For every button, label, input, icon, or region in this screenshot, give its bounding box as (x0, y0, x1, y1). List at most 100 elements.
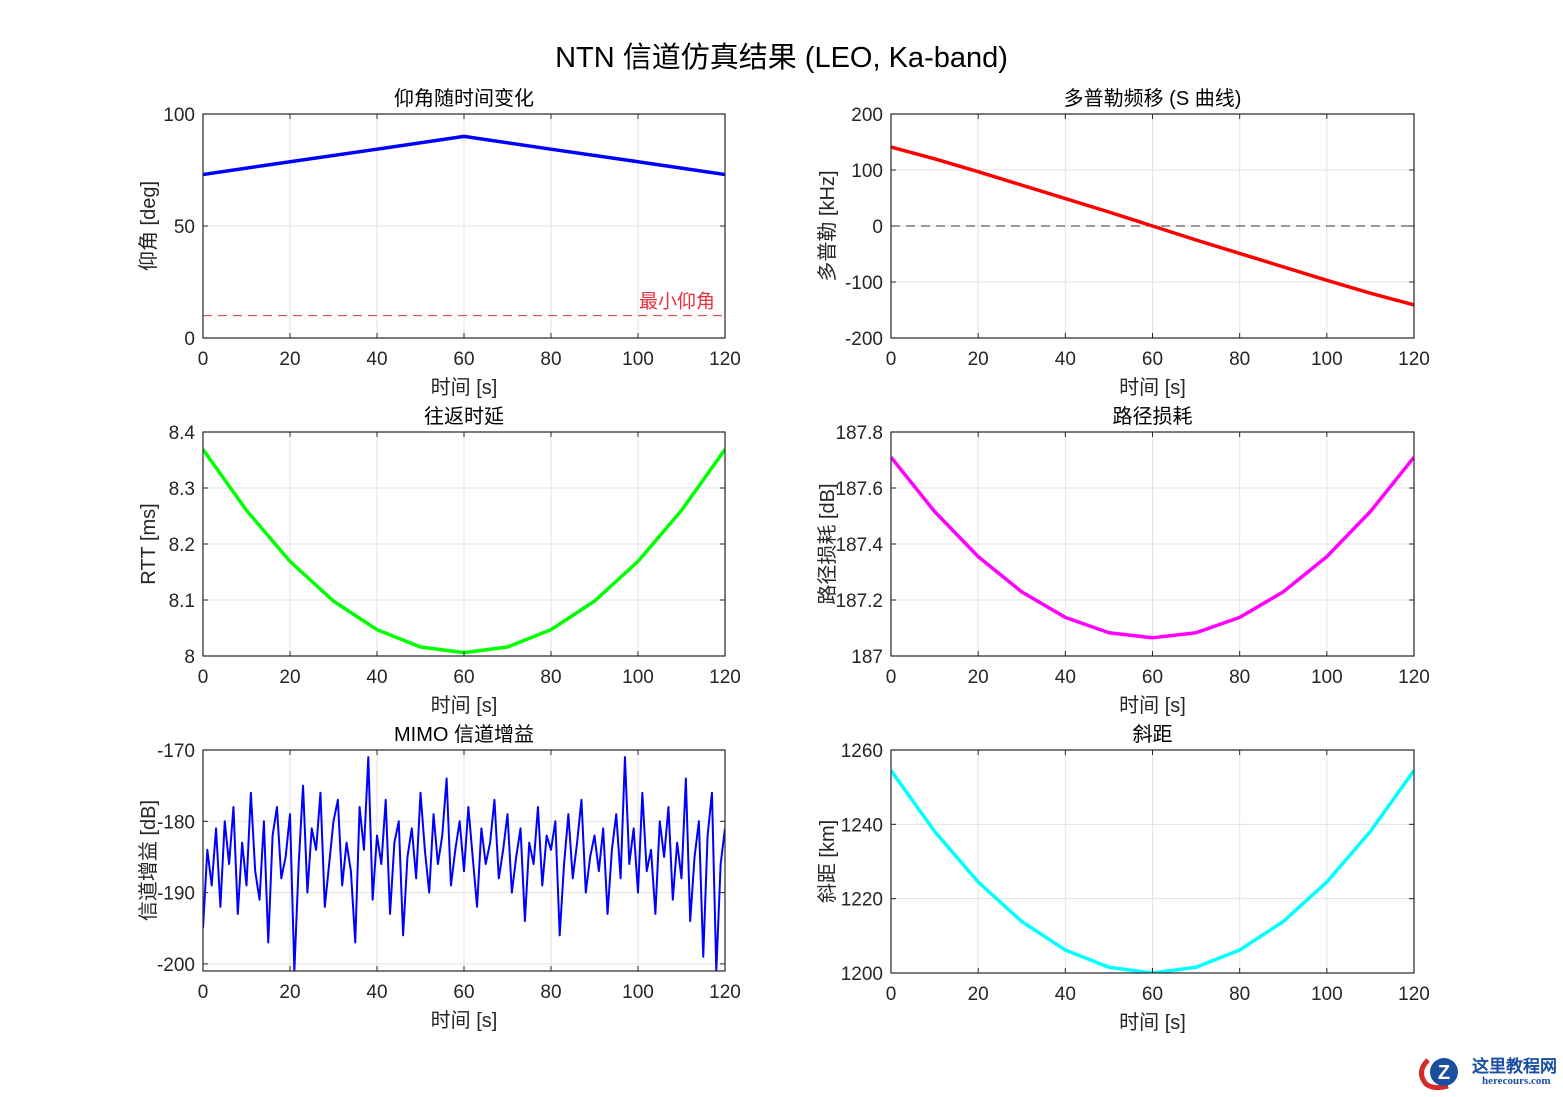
subplot-title: 多普勒频移 (S 曲线) (1064, 87, 1242, 110)
x-axis-label: 时间 [s] (1119, 1011, 1186, 1034)
y-tick-label: 1220 (841, 890, 883, 911)
x-tick-label: 20 (279, 982, 300, 1003)
x-tick-label: 80 (1229, 984, 1250, 1005)
x-tick-label: 40 (366, 349, 387, 370)
figure-title: NTN 信道仿真结果 (LEO, Ka-band) (555, 42, 1008, 74)
x-tick-label: 20 (279, 349, 300, 370)
x-tick-label: 80 (540, 982, 561, 1003)
y-tick-label: -100 (845, 273, 883, 294)
x-tick-label: 60 (1142, 349, 1163, 370)
watermark-logo: Z 这里教程网 herecours.com (1414, 1050, 1562, 1092)
x-tick-label: 20 (968, 667, 989, 688)
series-line (891, 456, 1414, 640)
series-line (891, 769, 1414, 973)
y-tick-label: -190 (157, 884, 195, 905)
x-tick-label: 120 (1398, 984, 1430, 1005)
x-tick-label: 0 (198, 667, 209, 688)
y-axis-label: 路径损耗 [dB] (816, 483, 839, 604)
y-tick-label: 8.3 (169, 479, 195, 500)
subplot-4: 0 20 40 60 80 100 120 187 187.2 187.4 187.6 187.8 路径… (816, 405, 1430, 717)
x-tick-label: 120 (1398, 667, 1430, 688)
subplot-title: 斜距 (1133, 723, 1173, 746)
y-tick-label: -180 (157, 812, 195, 833)
y-tick-label: 1240 (841, 815, 883, 836)
x-tick-label: 20 (279, 667, 300, 688)
subplot-2: 0 20 40 60 80 100 120 -200 -100 0 100 200 多普勒频移 (S 曲… (816, 87, 1430, 399)
x-tick-label: 0 (886, 349, 897, 370)
x-tick-label: 100 (622, 349, 654, 370)
y-tick-label: 0 (872, 217, 883, 238)
x-tick-label: 60 (453, 982, 474, 1003)
x-tick-label: 0 (886, 984, 897, 1005)
x-tick-label: 120 (709, 349, 741, 370)
x-axis-label: 时间 [s] (431, 1009, 498, 1032)
x-tick-label: 20 (968, 984, 989, 1005)
x-tick-label: 40 (1055, 667, 1076, 688)
y-axis-label: 信道增益 [dB] (137, 800, 160, 921)
y-axis-label: 仰角 [deg] (137, 181, 160, 271)
x-tick-label: 60 (453, 349, 474, 370)
x-tick-label: 80 (1229, 349, 1250, 370)
y-tick-label: 0 (184, 329, 195, 350)
x-tick-label: 60 (453, 667, 474, 688)
x-tick-label: 100 (622, 667, 654, 688)
y-tick-label: 1260 (841, 741, 883, 762)
y-tick-label: -170 (157, 741, 195, 762)
x-axis-label: 时间 [s] (1119, 694, 1186, 717)
reference-line-label: 最小仰角 (639, 291, 715, 313)
x-tick-label: 60 (1142, 984, 1163, 1005)
x-axis-label: 时间 [s] (431, 694, 498, 717)
subplot-title: 往返时延 (424, 405, 504, 428)
svg-text:Z: Z (1438, 1062, 1450, 1084)
y-tick-label: 187.4 (835, 535, 883, 556)
x-tick-label: 100 (622, 982, 654, 1003)
x-tick-label: 40 (366, 667, 387, 688)
x-tick-label: 60 (1142, 667, 1163, 688)
x-tick-label: 0 (886, 667, 897, 688)
y-tick-label: 187 (851, 647, 883, 668)
y-tick-label: 100 (163, 105, 195, 126)
subplot-title: 路径损耗 (1113, 405, 1193, 428)
x-tick-label: 80 (1229, 667, 1250, 688)
subplot-5: 0 20 40 60 80 100 120 -200 -190 -180 -170 MIMO 信道增益… (137, 723, 741, 1032)
series-line (203, 756, 725, 971)
y-tick-label: 8.1 (169, 591, 195, 612)
y-tick-label: 1200 (841, 964, 883, 985)
x-tick-label: 20 (968, 349, 989, 370)
watermark-text-en: herecours.com (1482, 1075, 1551, 1087)
y-tick-label: 50 (174, 217, 195, 238)
y-tick-label: 8.4 (169, 423, 196, 444)
watermark-z-icon: Z (1419, 1058, 1458, 1091)
x-tick-label: 80 (540, 667, 561, 688)
y-tick-label: 187.2 (835, 591, 883, 612)
x-tick-label: 120 (709, 982, 741, 1003)
subplot-title: 仰角随时间变化 (394, 87, 534, 110)
x-tick-label: 0 (198, 349, 209, 370)
y-axis-label: 斜距 [km] (816, 820, 839, 903)
x-tick-label: 40 (366, 982, 387, 1003)
x-tick-label: 100 (1311, 349, 1343, 370)
x-tick-label: 100 (1311, 667, 1343, 688)
y-axis-label: 多普勒 [kHz] (816, 170, 839, 281)
x-tick-label: 40 (1055, 984, 1076, 1005)
y-tick-label: -200 (157, 955, 195, 976)
y-tick-label: 100 (851, 161, 883, 182)
watermark-text-cn: 这里教程网 (1472, 1057, 1557, 1077)
x-tick-label: 40 (1055, 349, 1076, 370)
x-tick-label: 120 (709, 667, 741, 688)
y-tick-label: 187.8 (835, 423, 883, 444)
series-line (891, 145, 1414, 307)
y-axis-label: RTT [ms] (138, 503, 160, 584)
y-tick-label: 200 (851, 105, 883, 126)
x-axis-label: 时间 [s] (1119, 376, 1186, 399)
y-tick-label: 8.2 (169, 535, 195, 556)
x-tick-label: 120 (1398, 349, 1430, 370)
y-tick-label: 187.6 (835, 479, 883, 500)
y-tick-label: 8 (184, 647, 195, 668)
subplot-title: MIMO 信道增益 (394, 723, 534, 746)
x-tick-label: 0 (198, 982, 209, 1003)
x-axis-label: 时间 [s] (431, 376, 498, 399)
